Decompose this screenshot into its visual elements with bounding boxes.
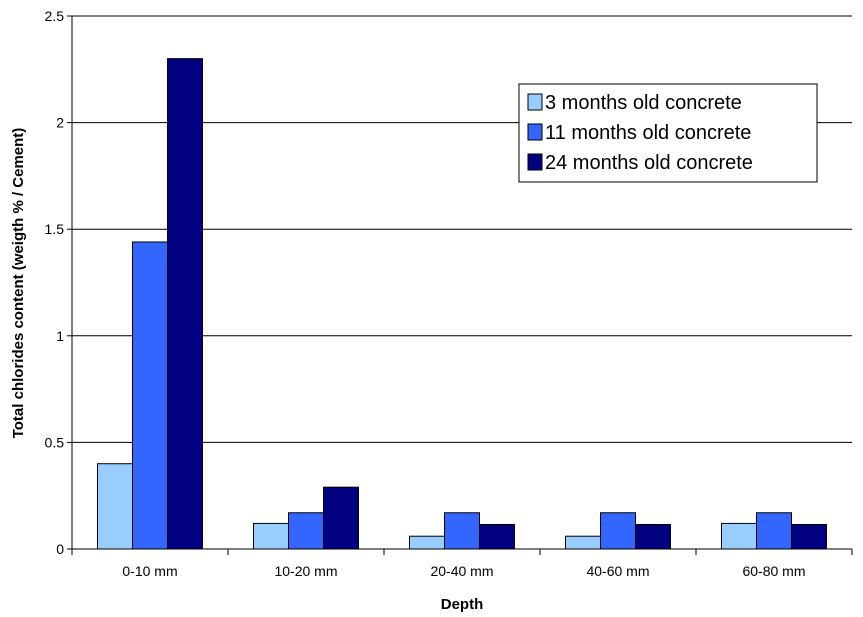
legend-swatch <box>527 153 543 171</box>
y-tick-label: 1.5 <box>45 221 65 237</box>
legend-label: 3 months old concrete <box>545 92 742 114</box>
bar <box>444 512 480 550</box>
legend-label: 24 months old concrete <box>545 152 753 174</box>
legend-label: 11 months old concrete <box>545 122 751 144</box>
bar <box>635 523 671 550</box>
legend-swatch <box>527 93 543 111</box>
x-tick-label: 20-40 mm <box>430 563 493 579</box>
bar <box>600 512 636 550</box>
y-axis-title: Total chlorides content (weigth % / Ceme… <box>10 128 27 439</box>
y-tick-label: 0 <box>56 541 64 557</box>
bar <box>756 512 792 550</box>
bar <box>288 512 324 550</box>
x-tick-label: 0-10 mm <box>122 563 177 579</box>
legend: 3 months old concrete 11 months old concr… <box>518 83 818 183</box>
bar <box>479 523 515 550</box>
bars <box>97 58 827 550</box>
bar <box>97 463 133 550</box>
bar <box>409 535 445 550</box>
y-tick-label: 1 <box>56 328 64 344</box>
bar <box>253 522 289 550</box>
bar <box>565 535 601 550</box>
y-tick-labels: 0 0.5 1 1.5 2 2.5 <box>45 8 72 557</box>
x-tick-label: 60-80 mm <box>742 563 805 579</box>
x-tick-label: 10-20 mm <box>274 563 337 579</box>
bar <box>132 241 168 550</box>
y-tick-label: 2.5 <box>45 8 65 24</box>
x-tick-labels: 0-10 mm 10-20 mm 20-40 mm 40-60 mm 60-80 mm <box>71 549 853 579</box>
bar <box>323 486 359 550</box>
legend-box <box>518 83 818 183</box>
bar <box>791 523 827 550</box>
axes <box>71 16 852 550</box>
y-tick-label: 0.5 <box>45 434 65 450</box>
legend-swatch <box>527 123 543 141</box>
x-tick-label: 40-60 mm <box>586 563 649 579</box>
bar <box>721 522 757 550</box>
bar <box>167 58 203 550</box>
x-axis-title: Depth <box>441 596 484 613</box>
y-tick-label: 2 <box>56 115 64 131</box>
